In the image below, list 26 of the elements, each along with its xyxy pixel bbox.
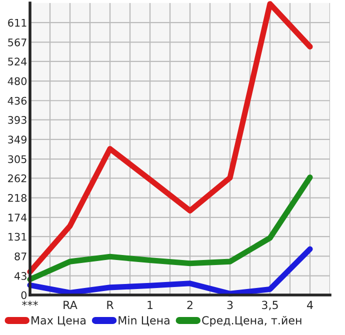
legend-label: Max Цена [32, 316, 86, 326]
y-tick-label: 480 [8, 77, 27, 86]
y-tick-label: 87 [14, 252, 26, 260]
y-tick-label: 567 [8, 38, 26, 46]
x-tick-label: 1 [148, 300, 153, 309]
y-tick-label: 524 [8, 58, 27, 66]
x-tick-label: 3,5 [262, 300, 278, 310]
y-tick-label: 611 [8, 18, 26, 27]
y-tick-label: 262 [8, 174, 26, 182]
x-tick-label: 3 [227, 300, 233, 310]
legend-label: Сред.Цена, т.йен [202, 316, 302, 327]
x-tick-label: 4 [307, 300, 313, 309]
y-tick-label: 174 [8, 214, 27, 222]
y-tick-label: 436 [8, 96, 27, 105]
y-tick-label: 349 [8, 136, 26, 144]
x-tick-label: *** [22, 300, 38, 306]
x-tick-label: 2 [187, 300, 192, 309]
y-tick-label: 218 [8, 194, 27, 202]
y-tick-label: 393 [8, 116, 26, 124]
y-tick-label: 131 [8, 232, 26, 241]
y-tick-label: 0 [21, 291, 27, 300]
y-tick-label: 305 [8, 155, 26, 164]
x-tick-label: RA [64, 300, 78, 309]
y-tick-label: 43 [14, 272, 26, 280]
legend-label: Min Цена [118, 316, 170, 326]
x-tick-label: R [107, 300, 114, 309]
